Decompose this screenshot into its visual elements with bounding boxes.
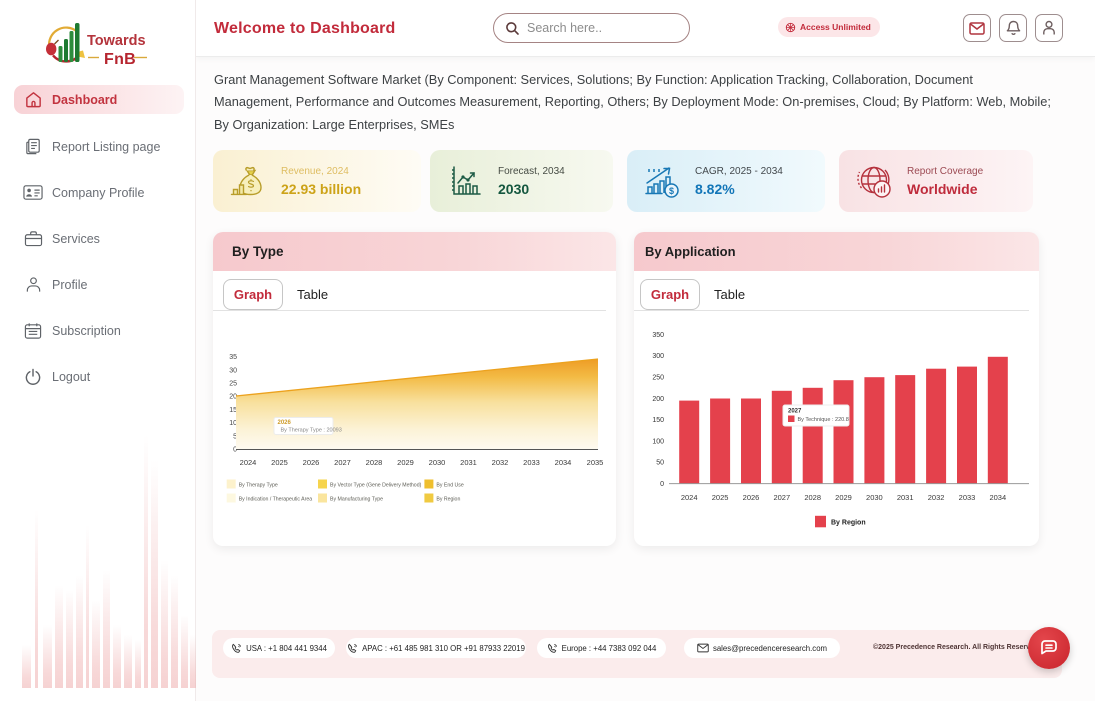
svg-text:15: 15 bbox=[229, 407, 237, 414]
svg-text:By Therapy Type: By Therapy Type bbox=[239, 482, 278, 488]
svg-text:2030: 2030 bbox=[866, 493, 883, 502]
svg-text:$: $ bbox=[669, 186, 674, 196]
svg-text:25: 25 bbox=[229, 381, 237, 388]
svg-text:150: 150 bbox=[652, 417, 664, 424]
svg-text:By Vector Type (Gene Delivery: By Vector Type (Gene Delivery Method) bbox=[330, 482, 422, 488]
svg-text:100: 100 bbox=[652, 438, 664, 445]
svg-text:200: 200 bbox=[652, 396, 664, 403]
svg-text:2031: 2031 bbox=[897, 493, 914, 502]
svg-text:2035: 2035 bbox=[587, 458, 604, 467]
svg-text:0: 0 bbox=[233, 447, 237, 454]
svg-text:2027: 2027 bbox=[773, 493, 790, 502]
svg-text:By Therapy Type : 20093: By Therapy Type : 20093 bbox=[281, 428, 342, 434]
svg-text:2025: 2025 bbox=[271, 458, 288, 467]
svg-text:2034: 2034 bbox=[555, 458, 572, 467]
svg-text:2029: 2029 bbox=[397, 458, 414, 467]
svg-text:10: 10 bbox=[229, 420, 237, 427]
svg-text:By Region: By Region bbox=[831, 520, 866, 527]
svg-text:2026: 2026 bbox=[303, 458, 320, 467]
svg-text:5: 5 bbox=[233, 433, 237, 440]
svg-text:2031: 2031 bbox=[460, 458, 477, 467]
svg-text:2024: 2024 bbox=[681, 493, 698, 502]
svg-text:2027: 2027 bbox=[334, 458, 351, 467]
svg-text:2032: 2032 bbox=[928, 493, 945, 502]
svg-text:20: 20 bbox=[229, 394, 237, 401]
svg-text:2033: 2033 bbox=[523, 458, 540, 467]
svg-text:2025: 2025 bbox=[712, 493, 729, 502]
svg-text:2028: 2028 bbox=[366, 458, 383, 467]
svg-text:2028: 2028 bbox=[804, 493, 821, 502]
svg-text:2024: 2024 bbox=[240, 458, 257, 467]
svg-text:2027: 2027 bbox=[788, 409, 802, 415]
svg-text:By Manufacturing Type: By Manufacturing Type bbox=[330, 496, 383, 502]
svg-text:250: 250 bbox=[652, 375, 664, 382]
svg-text:2032: 2032 bbox=[492, 458, 509, 467]
svg-text:2034: 2034 bbox=[989, 493, 1006, 502]
svg-text:30: 30 bbox=[229, 367, 237, 374]
svg-text:By End Use: By End Use bbox=[436, 482, 464, 488]
svg-text:2030: 2030 bbox=[429, 458, 446, 467]
svg-text:0: 0 bbox=[660, 481, 664, 488]
svg-text:2033: 2033 bbox=[959, 493, 976, 502]
svg-text:50: 50 bbox=[656, 460, 664, 467]
svg-text:35: 35 bbox=[229, 354, 237, 361]
svg-text:300: 300 bbox=[652, 353, 664, 360]
svg-text:By Region: By Region bbox=[436, 496, 460, 502]
svg-text:Towards: Towards bbox=[87, 33, 146, 49]
svg-text:By Technique : 220.8: By Technique : 220.8 bbox=[798, 417, 849, 423]
svg-text:2026: 2026 bbox=[743, 493, 760, 502]
svg-text:350: 350 bbox=[652, 332, 664, 339]
svg-text:2026: 2026 bbox=[278, 420, 292, 426]
svg-text:FnB: FnB bbox=[104, 51, 136, 68]
svg-text:2029: 2029 bbox=[835, 493, 852, 502]
svg-text:By Indication / Therapeutic Ar: By Indication / Therapeutic Area bbox=[239, 496, 313, 502]
